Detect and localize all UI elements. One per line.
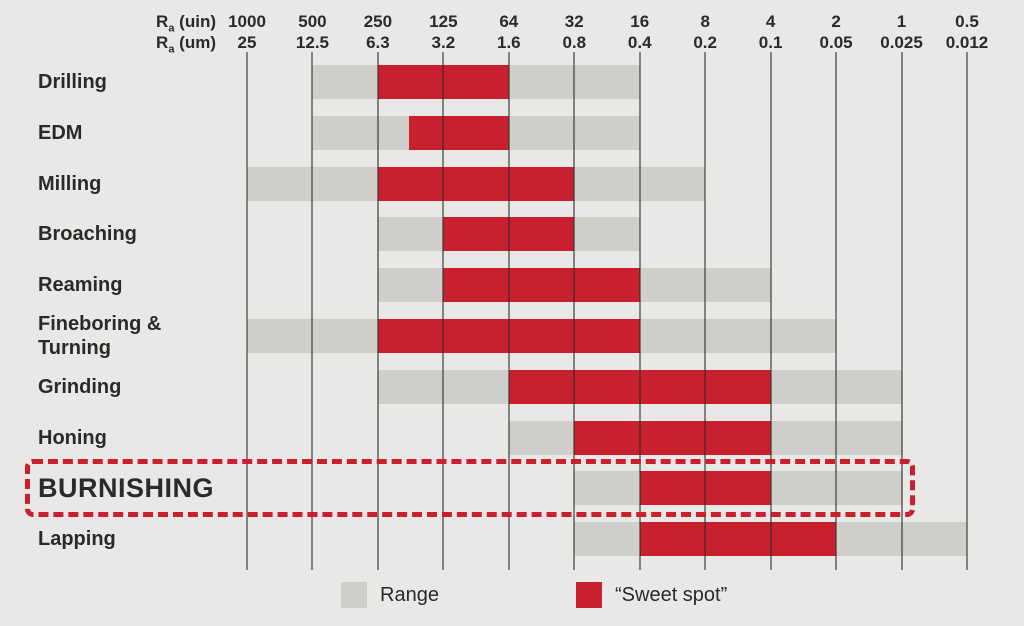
gridline [311, 52, 314, 570]
sweet-spot-bar [408, 115, 509, 150]
tick-ra-uin: 64 [499, 12, 519, 31]
process-label-lapping: Lapping [38, 528, 116, 551]
tick-ra-uin: 4 [765, 12, 776, 31]
gridline [900, 52, 903, 570]
legend-label: Range [380, 583, 439, 606]
tick-ra-um: 0.8 [562, 33, 587, 52]
process-label-grinding: Grinding [38, 375, 122, 398]
process-label-fineboring-turning: Fineboring & Turning [38, 313, 162, 359]
tick-ra-um: 0.2 [693, 33, 717, 52]
legend-item: “Sweet spot” [576, 582, 727, 608]
tick-ra-uin: 250 [363, 12, 393, 31]
gridline [573, 52, 576, 570]
sweet-spot-bar [377, 166, 575, 201]
sweet-spot-bar [574, 420, 771, 455]
tick-ra-um: 0.012 [945, 33, 989, 52]
ra-subscript: a [168, 43, 175, 56]
process-label-milling: Milling [38, 172, 102, 195]
process-label-edm: EDM [38, 121, 83, 144]
legend-swatch [576, 582, 602, 608]
tick-ra-uin: 125 [429, 12, 458, 31]
legend-swatch [341, 582, 367, 608]
sweet-spot-bar [443, 268, 640, 303]
tick-ra-uin: 8 [700, 12, 710, 31]
tick-ra-uin: 1000 [228, 12, 266, 31]
process-label-drilling: Drilling [38, 71, 107, 93]
process-label-reaming: Reaming [38, 274, 123, 297]
ra-uin-axis-label: Ra (uin) [0, 12, 216, 35]
tick-ra-um: 3.2 [431, 33, 456, 52]
tick-ra-uin: 0.5 [955, 12, 979, 31]
burnishing-highlight-box [25, 459, 915, 518]
sweet-spot-bar [639, 522, 837, 557]
ra-um-axis-label: Ra (um) [0, 33, 216, 56]
tick-ra-um: 25 [237, 33, 257, 52]
tick-ra-uin: 2 [831, 12, 841, 31]
tick-ra-um: 0.05 [819, 33, 853, 52]
process-label-broaching: Broaching [38, 223, 137, 246]
tick-ra-um: 0.025 [880, 33, 923, 52]
ra-uin-unit: (uin) [174, 12, 216, 31]
gridline [638, 52, 641, 570]
gridline [769, 52, 772, 570]
gridline [835, 52, 838, 570]
tick-ra-uin: 32 [564, 12, 584, 31]
ra-um-unit: (um) [174, 33, 216, 52]
ra-symbol: R [156, 33, 169, 52]
tick-ra-um: 1.6 [496, 33, 521, 52]
gridline [507, 52, 510, 570]
ra-symbol: R [156, 12, 169, 31]
gridline [442, 52, 445, 570]
gridline [246, 52, 248, 570]
legend-label: “Sweet spot” [615, 583, 728, 606]
tick-ra-uin: 1 [896, 12, 907, 31]
gridline [966, 52, 968, 570]
tick-ra-um: 12.5 [295, 33, 329, 52]
tick-ra-um: 0.4 [627, 33, 652, 52]
process-label-burnishing: BURNISHING [38, 473, 215, 504]
gridline [376, 52, 379, 570]
tick-ra-uin: 500 [298, 12, 327, 31]
gridline [704, 52, 707, 570]
legend-item: Range [341, 582, 439, 608]
tick-ra-uin: 16 [630, 12, 650, 31]
tick-ra-um: 0.1 [758, 33, 783, 52]
ra-subscript: a [168, 22, 175, 35]
process-label-honing: Honing [38, 426, 107, 449]
tick-ra-um: 6.3 [366, 33, 390, 52]
